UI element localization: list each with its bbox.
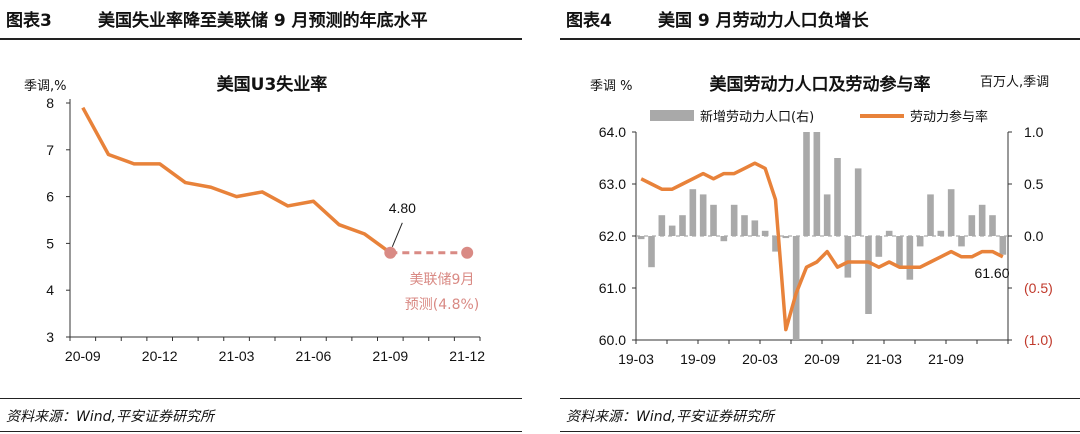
- unemployment-series-line: [81, 106, 392, 255]
- labor-force-change-bar: [751, 220, 759, 236]
- left-y-tick-label: 60.0: [599, 332, 626, 348]
- labor-force-change-bar: [916, 236, 924, 247]
- labor-force-change-bar: [710, 204, 717, 236]
- footer-bottom-rule: [0, 431, 522, 432]
- forecast-end-marker: [461, 246, 474, 259]
- left-y-tick-label: 63.0: [599, 176, 626, 192]
- labor-force-change-bar: [761, 230, 769, 236]
- y-tick-label: 7: [46, 142, 54, 158]
- legend-line-label: 劳动力参与率: [910, 109, 988, 125]
- left-y-tick-label: 61.0: [599, 280, 626, 296]
- labor-force-change-bar: [782, 236, 790, 239]
- forecast-label-line2: 预测(4.8%): [405, 297, 480, 313]
- x-tick-label: 21-06: [296, 348, 332, 364]
- labor-force-change-bar: [741, 215, 748, 236]
- x-tick-label: 19-03: [618, 351, 654, 367]
- x-tick-label: 21-09: [928, 351, 964, 367]
- left-y-tick-label: 62.0: [599, 228, 626, 244]
- labor-force-change-bar: [999, 236, 1007, 255]
- figure-number: 图表3: [6, 11, 52, 31]
- labor-force-change-bar: [699, 194, 707, 236]
- chart-title: 美国U3失业率: [217, 74, 328, 95]
- labor-force-change-bar: [947, 189, 955, 236]
- labor-force-change-bar: [865, 236, 872, 314]
- y-tick-label: 3: [46, 329, 54, 345]
- labor-force-change-bar: [813, 132, 821, 236]
- source-note: 资料来源：Wind,平安证券研究所: [566, 409, 774, 425]
- labor-force-change-bar: [658, 215, 666, 236]
- labor-force-change-bar: [668, 225, 676, 236]
- figure-4-panel: 图表4 美国 9 月劳动力人口负增长 美国劳动力人口及劳动参与率 季调 % 百万人,…: [560, 0, 1080, 434]
- labor-force-change-bar: [720, 236, 728, 242]
- labor-force-change-bar: [679, 215, 686, 236]
- labor-force-change-bar: [989, 215, 996, 236]
- right-y-tick-label: (0.5): [1024, 280, 1053, 296]
- unemployment-line-chart: 美国U3失业率 季调,% 3 4 5 6 7 8 20-09 20-12 21-03 21-06 21-…: [24, 74, 485, 364]
- left-axis-label: 季调 %: [590, 79, 633, 94]
- y-tick-label: 5: [46, 235, 54, 251]
- chart-title: 美国劳动力人口及劳动参与率: [710, 74, 931, 95]
- footer-divider: [560, 398, 1080, 399]
- x-tick-label: 21-03: [219, 348, 255, 364]
- x-tick-label: 20-09: [65, 348, 101, 364]
- annotation-value-label: 61.60: [974, 265, 1009, 281]
- x-tick-label: 19-09: [680, 351, 716, 367]
- x-tick-label: 21-03: [866, 351, 902, 367]
- labor-force-change-bar: [637, 236, 645, 240]
- labor-force-change-bar: [792, 236, 800, 340]
- labor-force-change-bar: [927, 194, 934, 236]
- y-tick-label: 4: [46, 282, 54, 298]
- labor-force-change-bar: [906, 236, 914, 280]
- labor-force-change-bar: [834, 158, 841, 236]
- x-tick-label: 21-09: [372, 348, 408, 364]
- figure-title: 美国 9 月劳动力人口负增长: [658, 11, 869, 31]
- forecast-label-line1: 美联储9月: [410, 272, 475, 288]
- forecast-start-marker: [384, 246, 397, 259]
- right-axis-label: 百万人,季调: [980, 75, 1049, 90]
- annotation-leader-line: [391, 222, 403, 247]
- y-tick-label: 6: [46, 189, 54, 205]
- right-y-tick-label: 1.0: [1024, 124, 1044, 140]
- labor-force-change-bar: [875, 236, 883, 257]
- footer-bottom-rule: [560, 431, 1080, 432]
- x-tick-label: 21-12: [449, 348, 485, 364]
- y-tick-label: 8: [46, 95, 54, 111]
- labor-force-change-bar: [854, 168, 862, 236]
- x-tick-label: 20-12: [142, 348, 178, 364]
- legend-bar-swatch: [650, 110, 694, 121]
- figure-number: 图表4: [566, 11, 612, 31]
- x-tick-label: 20-09: [804, 351, 840, 367]
- figure-3-panel: 图表3 美国失业率降至美联储 9 月预测的年底水平 美国U3失业率 季调,% 3 4 5…: [0, 0, 522, 434]
- legend-bar-label: 新增劳动力人口(右): [700, 109, 814, 125]
- right-y-tick-label: (1.0): [1024, 332, 1053, 348]
- figure-header: 图表4 美国 9 月劳动力人口负增长: [560, 0, 1080, 40]
- figure-header: 图表3 美国失业率降至美联储 9 月预测的年底水平: [0, 0, 522, 40]
- labor-force-change-bar: [772, 236, 779, 252]
- labor-force-change-bar: [958, 236, 965, 247]
- x-tick-label: 20-03: [742, 351, 778, 367]
- labor-force-change-bar: [968, 215, 976, 236]
- source-note: 资料来源：Wind,平安证券研究所: [6, 409, 214, 425]
- labor-force-change-bar: [896, 236, 903, 268]
- figure-title: 美国失业率降至美联储 9 月预测的年底水平: [98, 11, 428, 31]
- labor-force-change-bar: [689, 189, 697, 236]
- right-y-tick-label: 0.5: [1024, 176, 1044, 192]
- participation-rate-line: [640, 161, 1004, 332]
- labor-force-change-bar: [937, 230, 945, 236]
- left-y-tick-label: 64.0: [599, 124, 626, 140]
- right-y-tick-label: 0.0: [1024, 228, 1044, 244]
- labor-force-change-bar: [885, 230, 893, 236]
- labor-force-change-bar: [823, 194, 831, 236]
- annotation-value-label: 4.80: [389, 200, 416, 216]
- labor-force-change-bar: [844, 236, 852, 278]
- y-axis-label: 季调,%: [24, 79, 67, 94]
- labor-force-change-bar: [648, 236, 655, 268]
- footer-divider: [0, 398, 522, 399]
- labor-force-change-bar: [978, 204, 986, 236]
- labor-force-change-bar: [730, 204, 738, 236]
- labor-force-change-bar: [803, 132, 810, 236]
